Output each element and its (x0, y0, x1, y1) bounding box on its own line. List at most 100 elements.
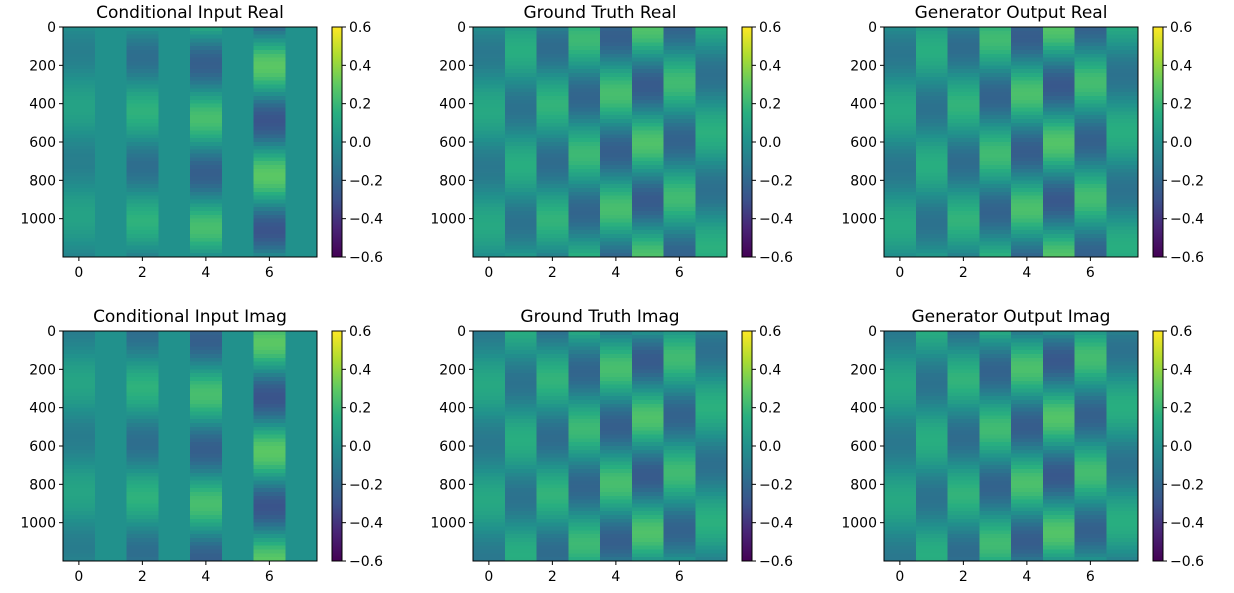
heatmap-cell (536, 57, 569, 62)
heatmap-cell (631, 237, 664, 242)
heatmap-cell (536, 453, 569, 458)
heatmap-cell (631, 149, 664, 154)
heatmap-cell (979, 557, 1012, 562)
heatmap-cell (1106, 145, 1139, 150)
heatmap-cell (158, 153, 191, 158)
heatmap-cell (568, 461, 601, 466)
heatmap-cell (190, 73, 223, 78)
heatmap-cell (1074, 149, 1107, 154)
heatmap-cell (1042, 168, 1075, 173)
heatmap-cell (947, 176, 980, 181)
heatmap-cell (884, 354, 917, 359)
heatmap-cell (536, 419, 569, 424)
heatmap-cell (915, 365, 948, 370)
heatmap-cell (884, 103, 917, 108)
heatmap-cell (190, 557, 223, 562)
heatmap-cell (473, 331, 506, 336)
heatmap-cell (1074, 545, 1107, 550)
heatmap-cell (600, 222, 633, 227)
heatmap-cell (536, 553, 569, 558)
heatmap-cell (221, 465, 254, 470)
heatmap-cell (1074, 161, 1107, 166)
heatmap-cell (979, 126, 1012, 131)
heatmap-cell (94, 503, 127, 508)
heatmap-cell (473, 342, 506, 347)
heatmap-cell (253, 400, 286, 405)
heatmap-cell (221, 334, 254, 339)
heatmap-cell (663, 115, 696, 120)
heatmap-cell (94, 73, 127, 78)
heatmap-cell (1011, 34, 1044, 39)
heatmap-cell (126, 446, 159, 451)
heatmap-cell (1074, 484, 1107, 489)
heatmap-cell (504, 518, 537, 523)
heatmap-cell (504, 165, 537, 170)
heatmap-cell (473, 384, 506, 389)
heatmap-cell (190, 411, 223, 416)
heatmap-cell (94, 361, 127, 366)
heatmap-cell (158, 350, 191, 355)
heatmap-cell (979, 230, 1012, 235)
heatmap-cell (126, 61, 159, 66)
heatmap-cell (1042, 380, 1075, 385)
heatmap-cell (1011, 119, 1044, 124)
heatmap-cell (1011, 515, 1044, 520)
heatmap-cell (1074, 96, 1107, 101)
heatmap-cell (94, 38, 127, 43)
heatmap-cell (1042, 119, 1075, 124)
heatmap-cell (190, 338, 223, 343)
heatmap-cell (663, 50, 696, 55)
heatmap-cell (473, 145, 506, 150)
colorbar-tick-label: 0.4 (759, 58, 781, 74)
heatmap-cell (1011, 30, 1044, 35)
heatmap-cell (979, 476, 1012, 481)
heatmap-cell (504, 126, 537, 131)
heatmap-cell (504, 149, 537, 154)
heatmap-cell (600, 400, 633, 405)
heatmap-cell (126, 511, 159, 516)
heatmap-cell (695, 218, 728, 223)
heatmap-cell (94, 214, 127, 219)
heatmap-cell (1074, 438, 1107, 443)
heatmap-cell (473, 195, 506, 200)
x-tick-label: 6 (265, 569, 274, 585)
heatmap-cell (158, 472, 191, 477)
heatmap-cell (221, 103, 254, 108)
heatmap-cell (285, 27, 318, 32)
heatmap-cell (631, 549, 664, 554)
heatmap-cell (915, 199, 948, 204)
heatmap-cell (158, 388, 191, 393)
heatmap-cell (663, 84, 696, 89)
heatmap-cell (190, 161, 223, 166)
heatmap-cell (1011, 230, 1044, 235)
heatmap-cell (473, 400, 506, 405)
heatmap-cell (253, 230, 286, 235)
heatmap-cell (285, 142, 318, 147)
heatmap-cell (1011, 400, 1044, 405)
heatmap-cell (663, 472, 696, 477)
heatmap-cell (94, 203, 127, 208)
heatmap-cell (1042, 30, 1075, 35)
heatmap-cell (473, 518, 506, 523)
heatmap-cell (979, 403, 1012, 408)
heatmap-cell (1011, 438, 1044, 443)
heatmap-cell (979, 377, 1012, 382)
heatmap-cell (631, 357, 664, 362)
heatmap-cell (1106, 157, 1139, 162)
heatmap-cell (915, 492, 948, 497)
heatmap-cell (600, 373, 633, 378)
heatmap-cell (915, 553, 948, 558)
heatmap-cell (915, 184, 948, 189)
heatmap-cell (915, 518, 948, 523)
heatmap-cell (884, 61, 917, 66)
heatmap-cell (253, 384, 286, 389)
heatmap-cell (285, 226, 318, 231)
heatmap-cell (695, 180, 728, 185)
heatmap-cell (915, 30, 948, 35)
heatmap-cell (568, 350, 601, 355)
heatmap-cell (221, 354, 254, 359)
heatmap-cell (94, 234, 127, 239)
heatmap-cell (947, 453, 980, 458)
heatmap-cell (695, 518, 728, 523)
